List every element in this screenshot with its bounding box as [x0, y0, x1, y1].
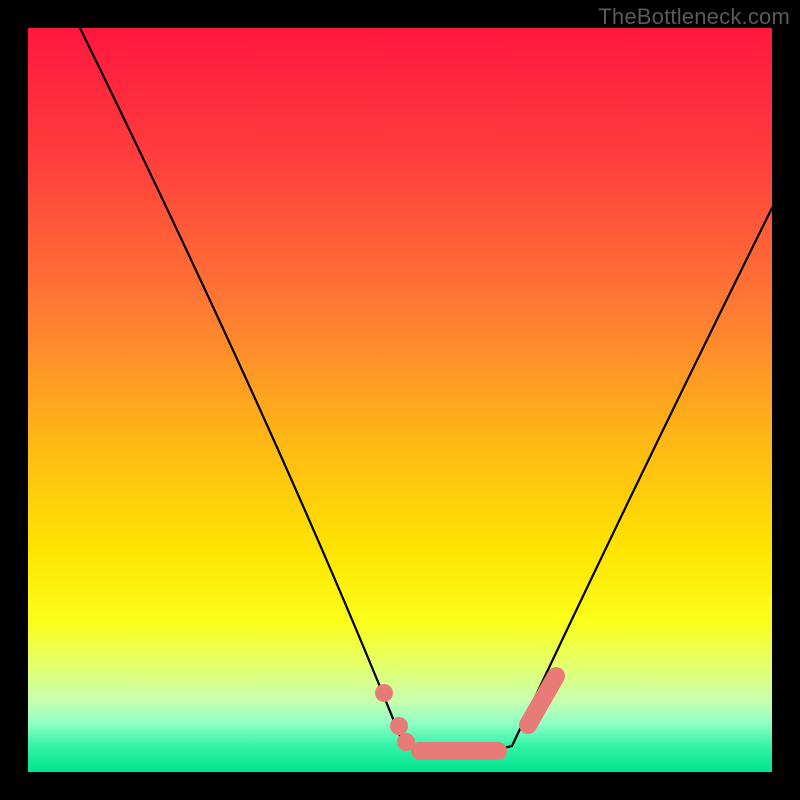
plot-background — [28, 28, 772, 772]
marker-dot — [375, 684, 393, 702]
chart-frame: TheBottleneck.com — [0, 0, 800, 800]
chart-svg — [0, 0, 800, 800]
watermark-text: TheBottleneck.com — [598, 4, 790, 30]
marker-dot — [390, 717, 408, 735]
